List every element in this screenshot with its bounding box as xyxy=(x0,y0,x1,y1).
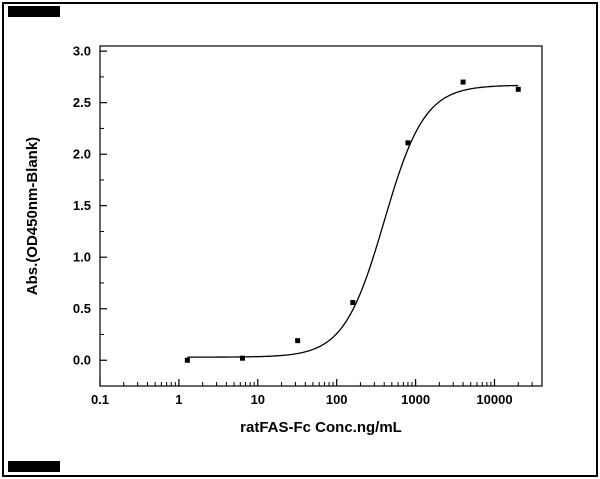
y-tick-label: 1.0 xyxy=(73,250,91,265)
plot-frame xyxy=(99,45,543,387)
data-point-marker xyxy=(184,357,190,363)
y-tick-label: 0.5 xyxy=(73,301,91,316)
data-point-marker xyxy=(460,79,466,85)
data-layer xyxy=(184,79,521,363)
x-axis-title: ratFAS-Fc Conc.ng/mL xyxy=(240,419,402,436)
data-point-marker xyxy=(350,300,356,306)
x-tick-label: 0.1 xyxy=(91,392,109,407)
y-tick-label: 3.0 xyxy=(73,44,91,59)
data-point-marker xyxy=(405,140,411,146)
x-tick-label: 1000 xyxy=(401,392,430,407)
axis-layer: 0.1 1 10 100 1000 10000 0.0 0.5 1.0 1.5 2.0 2.5 3.0 xyxy=(73,44,543,407)
y-tick-label: 0.0 xyxy=(73,353,91,368)
x-tick-label: 10 xyxy=(251,392,265,407)
data-point-marker xyxy=(295,338,301,344)
x-tick-label: 1 xyxy=(175,392,182,407)
x-tick-label: 100 xyxy=(326,392,348,407)
data-point-marker xyxy=(240,355,246,361)
y-tick-label: 2.0 xyxy=(73,147,91,162)
x-tick-label: 10000 xyxy=(476,392,512,407)
redaction-bar-top-left xyxy=(8,6,60,17)
y-tick-label: 1.5 xyxy=(73,198,91,213)
data-point-marker xyxy=(515,86,521,92)
y-axis-title: Abs.(OD450nm-Blank) xyxy=(24,137,41,295)
y-tick-label: 2.5 xyxy=(73,95,91,110)
redaction-bar-bottom-left xyxy=(8,461,60,472)
fit-curve xyxy=(187,84,519,358)
